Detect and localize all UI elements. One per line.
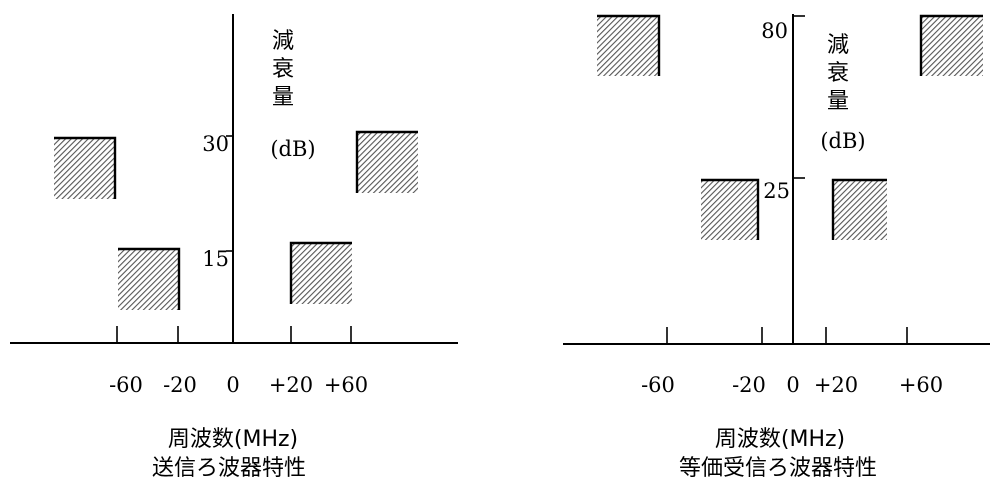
right-y-label-char: 減 (827, 33, 849, 58)
left-zone-outer-left (54, 136, 117, 199)
right-chart: 減 衰 量 (dB) 80 25 -60 -20 0 +20 +60 周波数(M… (563, 14, 990, 481)
right-x-tick-label: -20 (732, 373, 766, 397)
left-x-tick-label: +60 (324, 373, 368, 397)
right-x-tick-label: +60 (899, 373, 943, 397)
right-x-tick-label: 0 (786, 373, 799, 397)
right-x-axis-title: 周波数(MHz) (715, 427, 845, 452)
right-zone-outer-left (597, 14, 661, 76)
left-y-label-char: 減 (272, 29, 294, 54)
right-y-tick-label: 25 (763, 179, 790, 203)
right-y-label-char: 量 (827, 89, 849, 114)
right-zone-inner-right (831, 178, 887, 240)
right-y-label-char: 衰 (827, 61, 849, 86)
left-y-unit: (dB) (270, 137, 315, 161)
left-x-tick-label: +20 (269, 373, 313, 397)
left-y-tick-label: 30 (202, 132, 229, 156)
left-x-tick-label: 0 (226, 373, 239, 397)
left-zone-outer-right (355, 130, 418, 193)
left-caption: 送信ろ波器特性 (152, 456, 306, 481)
left-zone-inner-left (118, 247, 181, 310)
left-zone-inner-right (289, 241, 352, 304)
right-zone-outer-right (919, 14, 983, 76)
left-y-label-char: 衰 (272, 57, 294, 82)
right-y-tick-label: 80 (761, 19, 788, 43)
right-x-tick-label: +20 (814, 373, 858, 397)
left-chart: 減 衰 量 (dB) 30 15 -60 -20 0 +20 +60 周波数(M… (10, 14, 458, 481)
right-x-tick-label: -60 (641, 373, 675, 397)
right-caption: 等価受信ろ波器特性 (679, 456, 877, 481)
left-y-label-char: 量 (272, 85, 294, 110)
right-y-unit: (dB) (820, 129, 865, 153)
left-x-tick-label: -20 (163, 373, 197, 397)
left-x-axis-title: 周波数(MHz) (168, 427, 298, 452)
left-y-tick-label: 15 (202, 247, 229, 271)
left-x-tick-label: -60 (109, 373, 143, 397)
right-zone-inner-left (701, 178, 760, 240)
